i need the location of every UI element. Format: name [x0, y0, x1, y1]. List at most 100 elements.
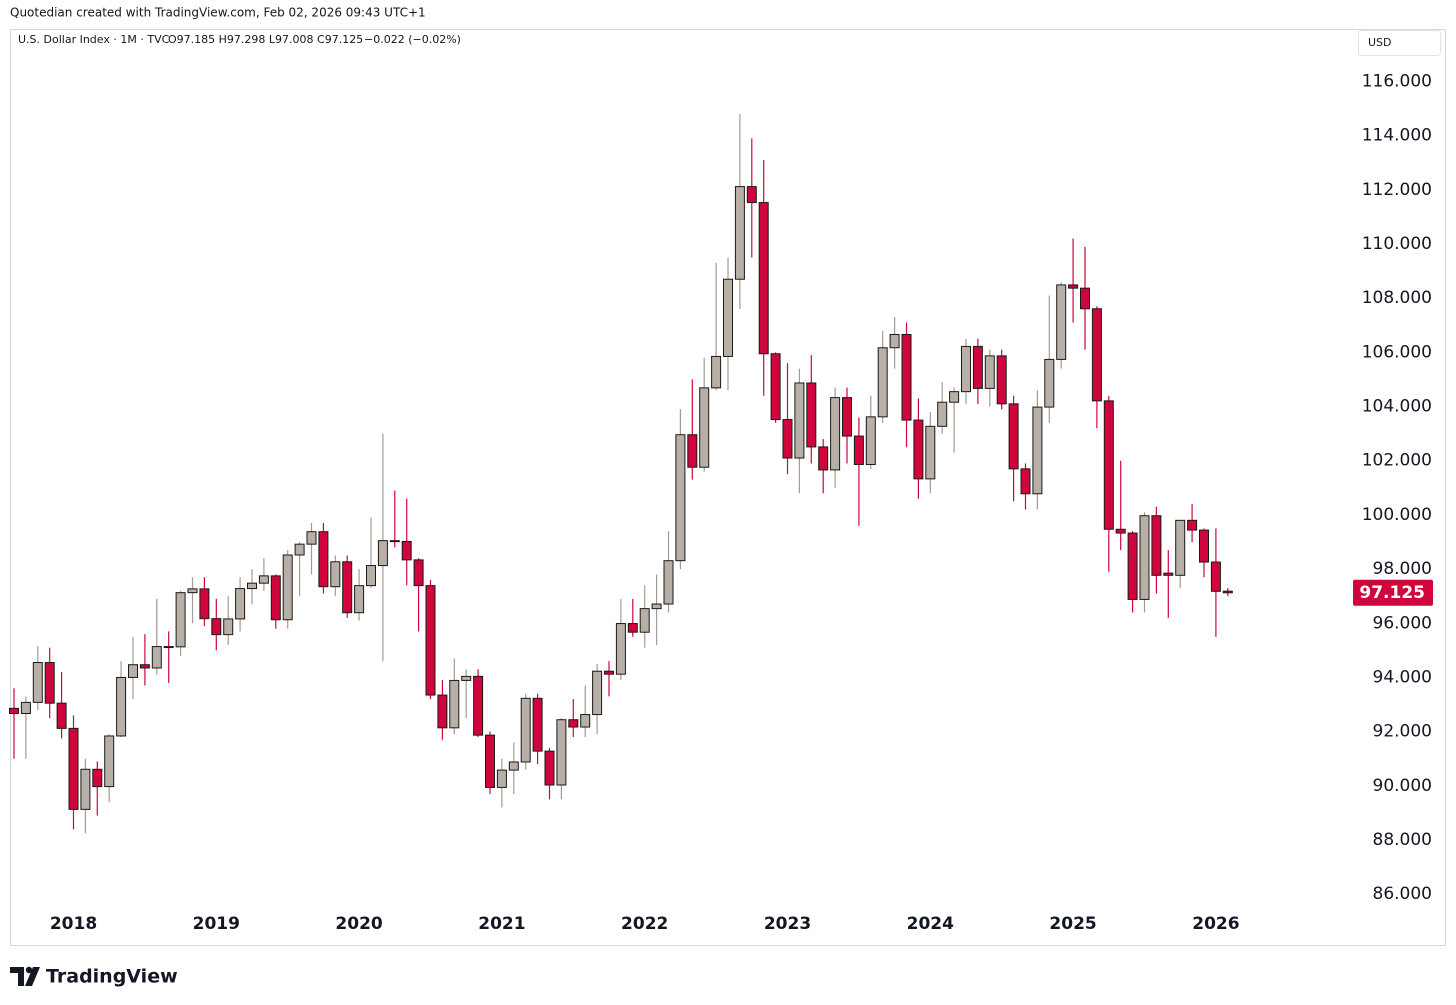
candle-body	[342, 561, 353, 614]
y-tick-label: 88.000	[1373, 830, 1432, 850]
candle-body	[984, 355, 995, 389]
candle-body	[996, 355, 1007, 405]
candle-body	[56, 702, 67, 729]
y-tick-label: 98.000	[1373, 559, 1432, 579]
candle-body	[389, 540, 400, 543]
candle-body	[175, 592, 186, 648]
y-tick-label: 94.000	[1373, 667, 1432, 687]
candle-body	[627, 623, 638, 633]
candle-body	[461, 675, 472, 681]
candle-body	[913, 419, 924, 480]
candle-body	[568, 719, 579, 728]
candle-body	[544, 750, 555, 786]
candle-body	[711, 355, 722, 389]
candle-body	[1222, 590, 1233, 594]
y-tick-label: 116.000	[1362, 71, 1432, 91]
candle-body	[1210, 561, 1221, 592]
candle-body	[80, 768, 91, 810]
candle-body	[1199, 529, 1209, 563]
candle-body	[1068, 284, 1079, 289]
candle-body	[520, 697, 531, 763]
candle-body	[901, 333, 912, 421]
candle-body	[615, 623, 626, 675]
candle-body	[830, 397, 841, 471]
candle-body	[413, 559, 424, 587]
y-tick-label: 104.000	[1362, 397, 1432, 417]
x-tick-label: 2025	[1049, 914, 1096, 934]
candle-body	[782, 419, 793, 459]
y-tick-label: 86.000	[1373, 884, 1432, 904]
candle-body	[425, 585, 436, 696]
y-tick-label: 96.000	[1373, 613, 1432, 633]
candle-body	[211, 618, 222, 636]
brand: TradingView	[46, 966, 178, 988]
last-price-box	[1353, 579, 1433, 606]
candle-body	[187, 588, 198, 594]
candle-body	[449, 679, 460, 729]
y-tick-label: 106.000	[1362, 342, 1432, 362]
candle-body	[937, 401, 948, 427]
candle-body	[1187, 519, 1198, 531]
candle-body	[139, 664, 150, 669]
y-tick-label: 114.000	[1362, 126, 1432, 146]
candle-body	[723, 278, 733, 357]
candle-body	[806, 382, 817, 448]
candle-body	[1044, 358, 1055, 408]
x-tick-label: 2022	[621, 914, 668, 934]
candle-body	[247, 582, 257, 590]
candle-body	[925, 425, 936, 480]
candle-body	[1139, 515, 1150, 600]
y-tick-label: 110.000	[1362, 234, 1432, 254]
candle-body	[1127, 532, 1138, 600]
candle-body	[1163, 572, 1174, 576]
candle-body	[556, 719, 567, 786]
candle-body	[1032, 406, 1043, 495]
candle-body	[853, 435, 864, 466]
candle-body	[1151, 515, 1162, 576]
candle-body	[401, 540, 412, 561]
candle-body	[68, 727, 79, 810]
candle-body	[1103, 400, 1114, 530]
candle-body	[961, 345, 971, 393]
candle-body	[675, 434, 686, 562]
candle-body	[437, 694, 448, 729]
pane-border	[10, 29, 1446, 946]
candle-body	[770, 353, 781, 421]
candle-body	[1175, 519, 1186, 576]
x-tick-label: 2023	[764, 914, 811, 934]
currency-box[interactable]	[1358, 30, 1441, 56]
candle-body	[163, 646, 174, 649]
y-tick-label: 102.000	[1362, 451, 1432, 471]
candle-body	[794, 382, 805, 459]
attribution: Quotedian created with TradingView.com, …	[10, 6, 426, 20]
candle-body	[128, 664, 138, 678]
candle-body	[663, 560, 674, 605]
candle-body	[199, 588, 210, 620]
y-tick-label: 100.000	[1362, 505, 1432, 525]
candle-body	[473, 675, 484, 736]
candle-body	[377, 540, 388, 567]
ohlc-legend: O97.185 H97.298 L97.008 C97.125	[168, 33, 363, 46]
y-tick-label: 90.000	[1373, 776, 1432, 796]
change-legend: −0.022 (−0.02%)	[364, 33, 461, 46]
candle-body	[306, 531, 317, 545]
candle-body	[734, 186, 745, 280]
candle-body	[532, 697, 543, 752]
candle-body	[1056, 284, 1067, 360]
candle-body	[949, 391, 960, 403]
candle-body	[889, 333, 900, 349]
currency[interactable]: USD	[1368, 36, 1392, 49]
candle-body	[687, 434, 698, 468]
x-tick-label: 2021	[478, 914, 525, 934]
candle-body	[865, 416, 876, 466]
candle-body	[20, 701, 31, 714]
x-tick-label: 2024	[907, 914, 954, 934]
candle-body	[1115, 528, 1126, 534]
candle-body	[592, 670, 603, 716]
y-tick-label: 112.000	[1362, 180, 1432, 200]
candle-body	[699, 387, 710, 468]
candle-body	[746, 186, 757, 204]
candle-body	[330, 561, 341, 588]
candle-body	[270, 575, 281, 621]
